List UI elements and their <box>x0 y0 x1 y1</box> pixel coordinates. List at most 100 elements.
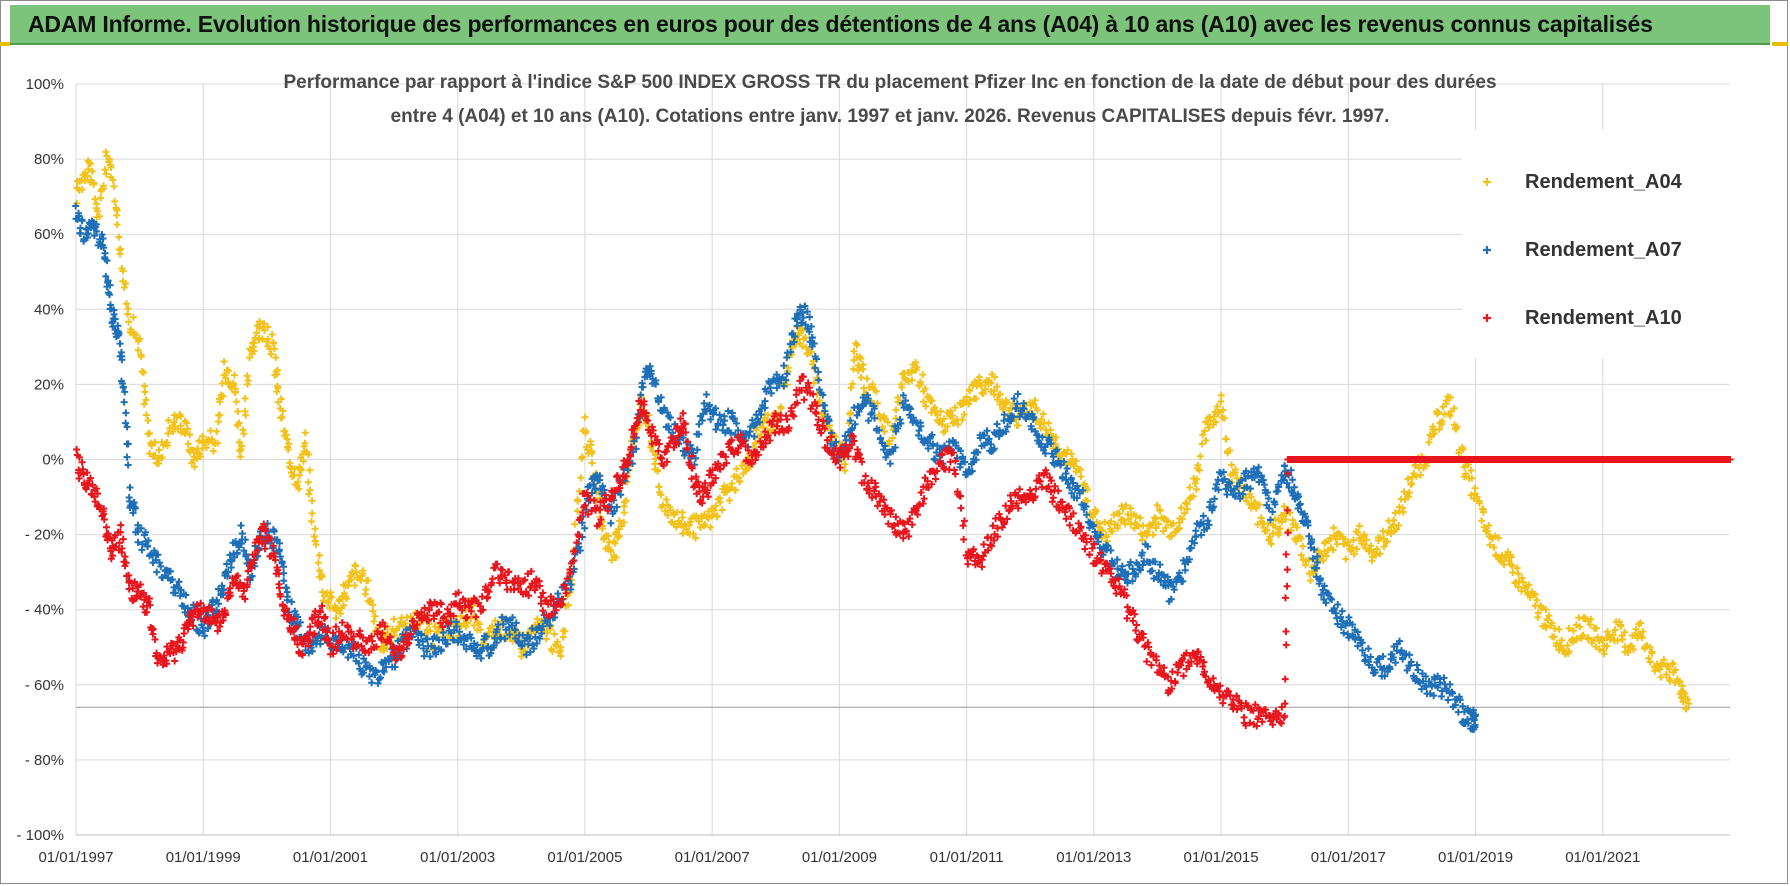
point-rendement-a04 <box>1478 517 1486 525</box>
point-rendement-a10 <box>365 649 373 657</box>
point-rendement-a07 <box>987 440 995 448</box>
point-rendement-a10 <box>813 421 821 429</box>
point-rendement-a10 <box>251 550 259 558</box>
point-rendement-a10 <box>950 466 958 474</box>
point-rendement-a04 <box>1659 660 1667 668</box>
point-rendement-a10 <box>959 522 967 530</box>
point-rendement-a10 <box>1097 549 1105 557</box>
point-rendement-a07 <box>121 388 129 396</box>
point-rendement-a07 <box>1062 469 1070 477</box>
point-rendement-a10 <box>357 642 365 650</box>
point-rendement-a10 <box>960 517 968 525</box>
point-rendement-a10 <box>630 433 638 441</box>
point-rendement-a07 <box>889 447 897 455</box>
point-rendement-a07 <box>646 362 654 370</box>
point-rendement-a07 <box>666 414 674 422</box>
point-rendement-a07 <box>1047 439 1055 447</box>
point-rendement-a10 <box>644 417 652 425</box>
point-rendement-a10 <box>792 391 800 399</box>
point-rendement-a10 <box>1129 606 1137 614</box>
point-rendement-a04 <box>1180 509 1188 517</box>
point-rendement-a04 <box>1031 396 1039 404</box>
point-rendement-a07 <box>1060 458 1068 466</box>
point-rendement-a10 <box>266 535 274 543</box>
point-rendement-a07 <box>894 424 902 432</box>
point-rendement-a07 <box>692 454 700 462</box>
point-rendement-a04 <box>488 622 496 630</box>
point-rendement-a07 <box>209 598 217 606</box>
point-rendement-a04 <box>1485 522 1493 530</box>
point-rendement-a07 <box>712 404 720 412</box>
point-rendement-a07 <box>539 622 547 630</box>
point-rendement-a07 <box>891 443 899 451</box>
point-rendement-a07 <box>1239 490 1247 498</box>
point-rendement-a07 <box>992 430 1000 438</box>
point-rendement-a10 <box>800 396 808 404</box>
point-rendement-a07 <box>1067 475 1075 483</box>
point-rendement-a10 <box>970 545 978 553</box>
point-rendement-a04 <box>1107 517 1115 525</box>
point-rendement-a10 <box>964 560 972 568</box>
point-rendement-a04 <box>958 416 966 424</box>
point-rendement-a04 <box>1646 658 1654 666</box>
point-rendement-a07 <box>382 663 390 671</box>
point-rendement-a10 <box>915 501 923 509</box>
point-rendement-a07 <box>1419 677 1427 685</box>
point-rendement-a04 <box>706 523 714 531</box>
point-rendement-a07 <box>1220 468 1228 476</box>
point-rendement-a10 <box>332 623 340 631</box>
point-rendement-a07 <box>924 445 932 453</box>
point-rendement-a07 <box>1197 531 1205 539</box>
point-rendement-a07 <box>1038 433 1046 441</box>
point-rendement-a07 <box>93 220 101 228</box>
point-rendement-a07 <box>1041 449 1049 457</box>
point-rendement-a07 <box>1330 605 1338 613</box>
point-rendement-a10 <box>804 379 812 387</box>
point-rendement-a04 <box>1348 544 1356 552</box>
point-rendement-a10 <box>119 535 127 543</box>
point-rendement-a04 <box>738 462 746 470</box>
point-rendement-a04 <box>274 366 282 374</box>
point-rendement-a04 <box>1447 394 1455 402</box>
point-rendement-a04 <box>144 417 152 425</box>
point-rendement-a10 <box>445 619 453 627</box>
point-rendement-a10 <box>189 622 197 630</box>
point-rendement-a10 <box>923 477 931 485</box>
point-rendement-a07 <box>213 596 221 604</box>
point-rendement-a10 <box>657 453 665 461</box>
point-rendement-a04 <box>268 330 276 338</box>
point-rendement-a10 <box>496 579 504 587</box>
point-rendement-a10 <box>1281 594 1289 602</box>
y-tick-label: - 60% <box>25 677 64 694</box>
point-rendement-a04 <box>1199 431 1207 439</box>
x-tick-label: 01/01/2007 <box>675 849 750 866</box>
point-rendement-a04 <box>1037 424 1045 432</box>
point-rendement-a07 <box>1113 556 1121 564</box>
point-rendement-a04 <box>966 396 974 404</box>
point-rendement-a10 <box>1171 678 1179 686</box>
point-rendement-a07 <box>1348 621 1356 629</box>
point-rendement-a04 <box>1509 569 1517 577</box>
point-rendement-a04 <box>1462 470 1470 478</box>
point-rendement-a10 <box>620 457 628 465</box>
point-rendement-a10 <box>1058 498 1066 506</box>
point-rendement-a10 <box>145 594 153 602</box>
point-rendement-a10 <box>121 553 129 561</box>
point-rendement-a07 <box>134 538 142 546</box>
point-rendement-a10 <box>744 447 752 455</box>
point-rendement-a04 <box>1569 627 1577 635</box>
point-rendement-a04 <box>1373 545 1381 553</box>
point-rendement-a07 <box>1266 516 1274 524</box>
point-rendement-a07 <box>1322 599 1330 607</box>
point-rendement-a04 <box>685 521 693 529</box>
point-rendement-a10 <box>957 504 965 512</box>
point-rendement-a10 <box>326 640 334 648</box>
point-rendement-a10 <box>378 629 386 637</box>
point-rendement-a04 <box>847 409 855 417</box>
point-rendement-a10 <box>787 407 795 415</box>
y-tick-label: 80% <box>34 151 64 168</box>
point-rendement-a10 <box>722 453 730 461</box>
point-rendement-a04 <box>1665 665 1673 673</box>
point-rendement-a07 <box>372 668 380 676</box>
x-tick-label: 01/01/2015 <box>1184 849 1259 866</box>
